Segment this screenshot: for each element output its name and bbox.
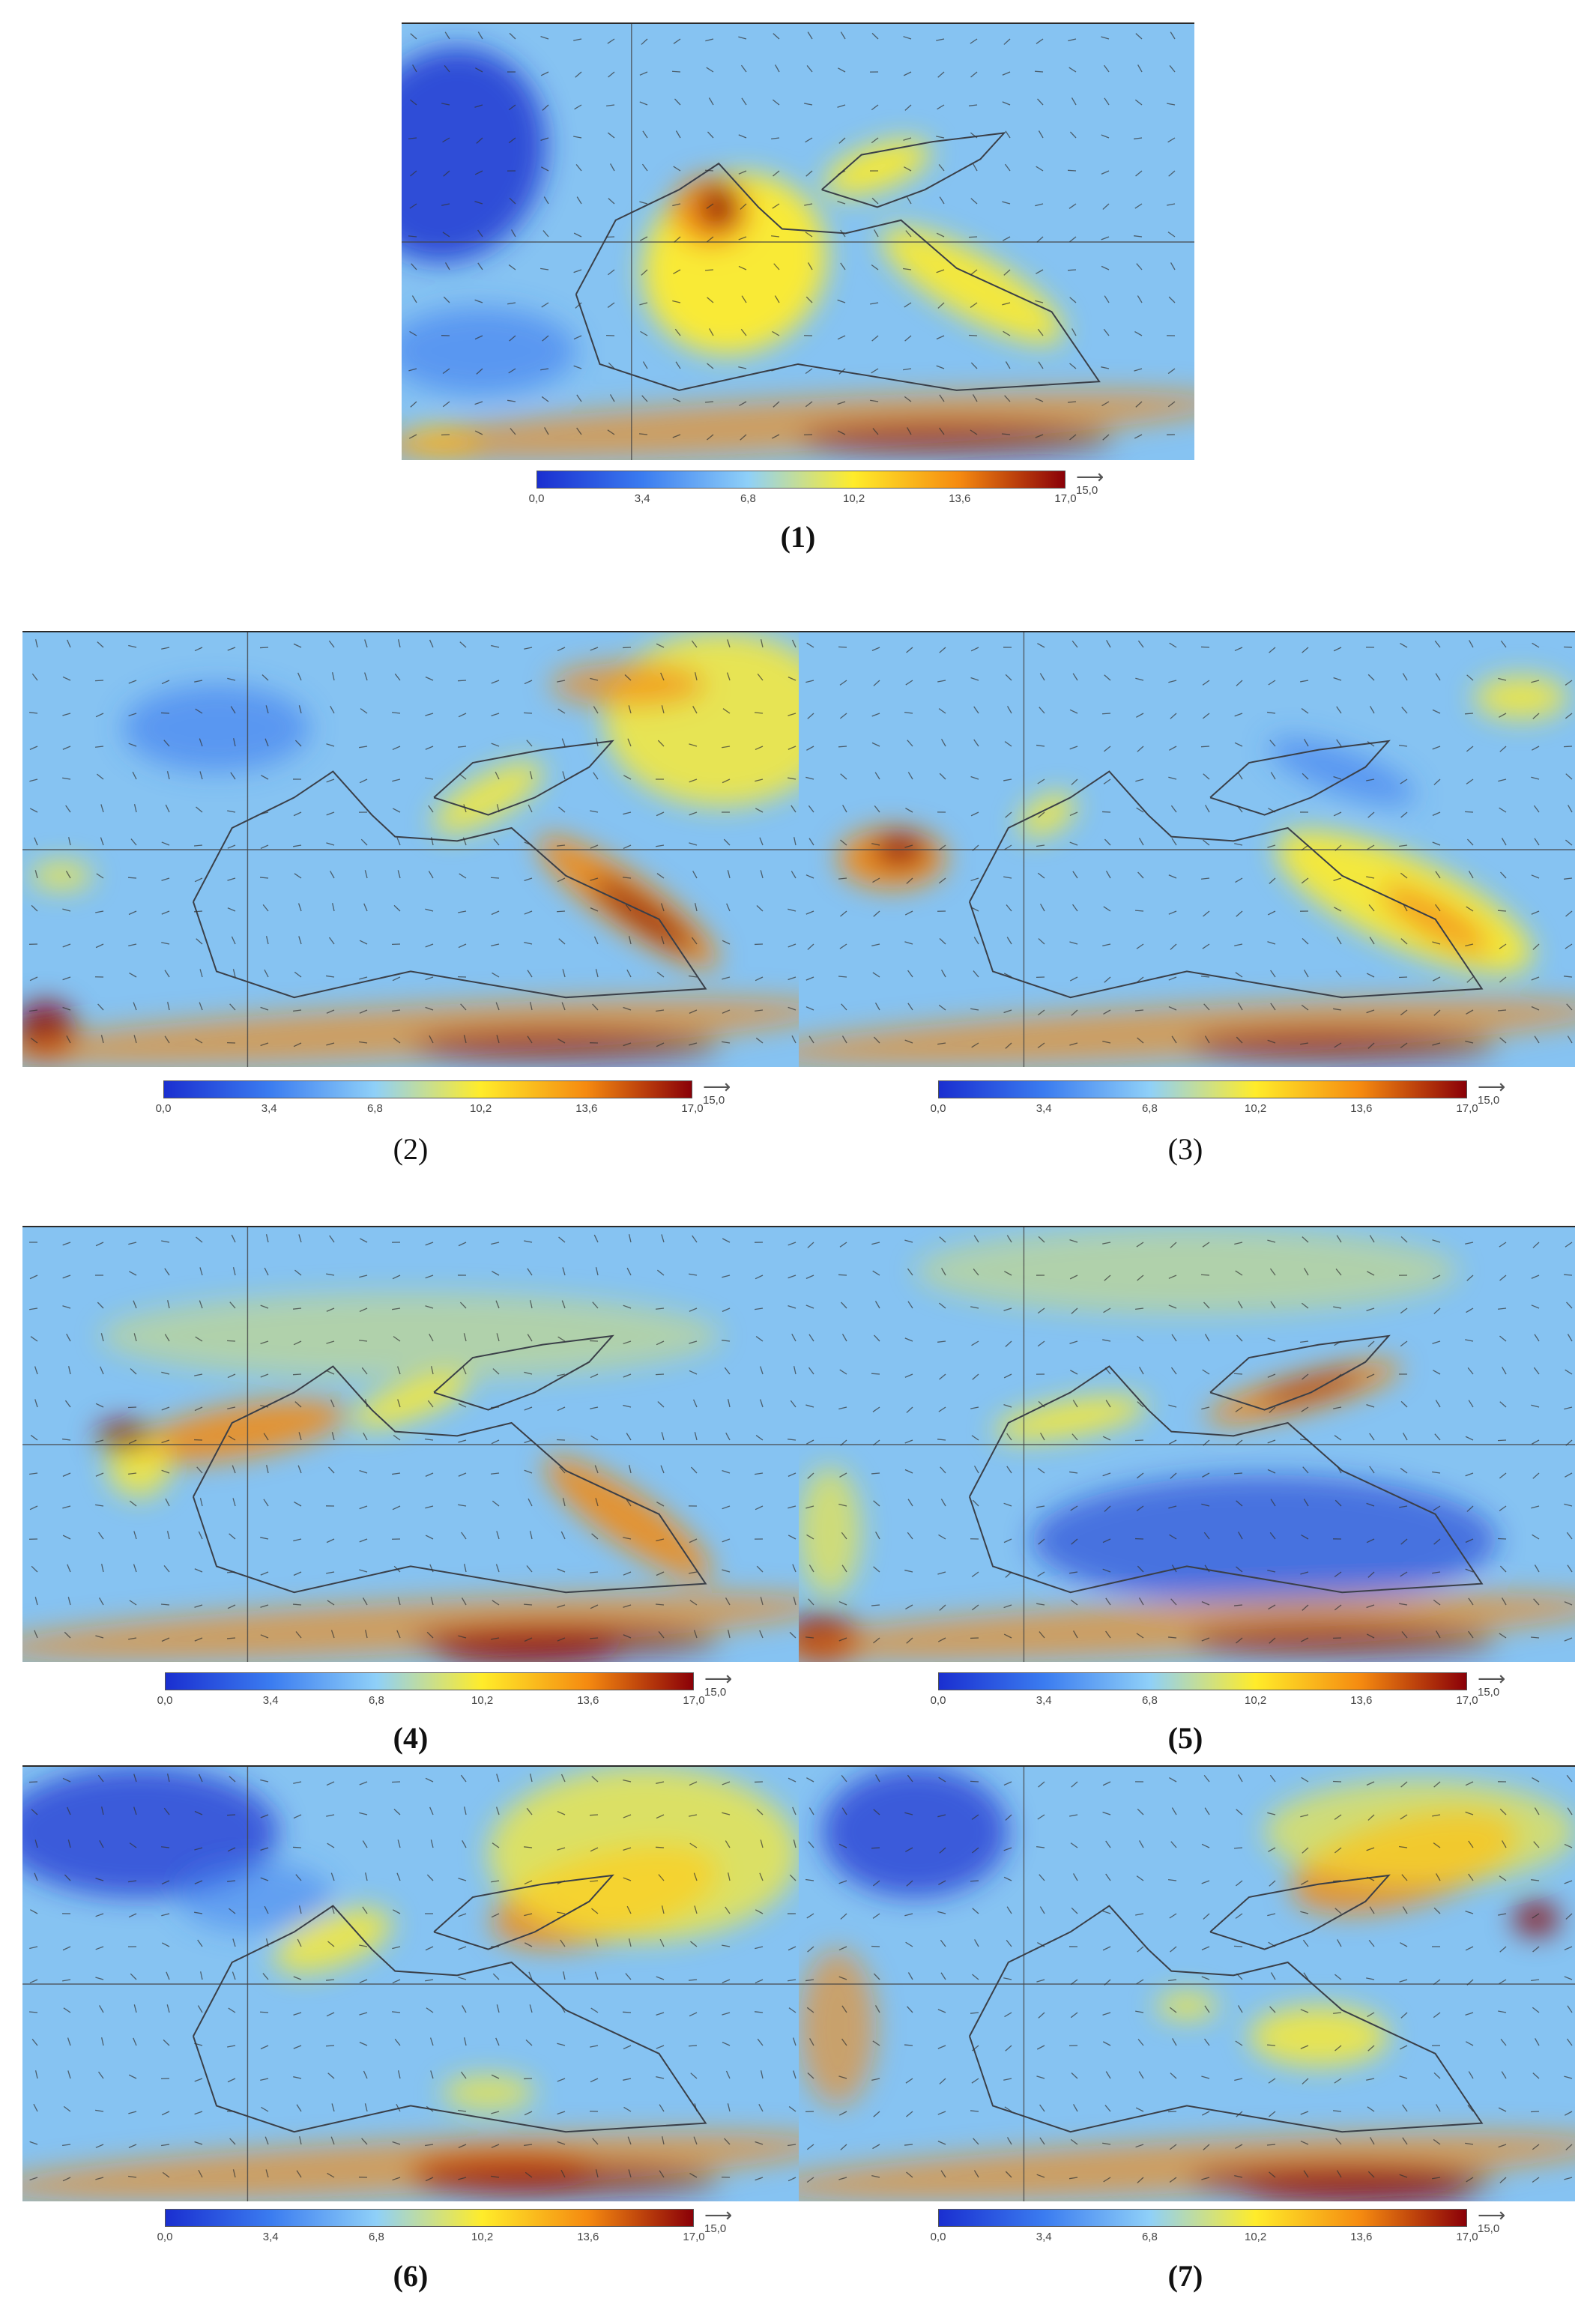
colorbar-tick-label: 13,6	[1350, 1102, 1373, 1115]
colorbar-tick-label: 13,6	[577, 2231, 599, 2243]
wind-speed-field	[22, 632, 799, 1067]
reference-arrow-key: ⟶ 15,0	[1478, 1075, 1506, 1107]
colorbar-gradient	[938, 1672, 1467, 1690]
reference-arrow-label: 15,0	[703, 1094, 725, 1107]
colorbar-gradient	[165, 1672, 694, 1690]
reference-arrow-icon: ⟶	[704, 1667, 733, 1690]
colorbar-tick-label: 17,0	[1456, 2231, 1478, 2243]
colorbar-gradient	[938, 2209, 1467, 2227]
colorbar-tick-label: 6,8	[368, 1694, 384, 1707]
colorbar-tick-label: 10,2	[1244, 1102, 1267, 1115]
colorbar-tick-label: 10,2	[1244, 1694, 1267, 1707]
reference-arrow-key: ⟶ 15,0	[704, 1667, 733, 1699]
wind-speed-field	[22, 1767, 799, 2201]
colorbar-6: 0,0 3,4 6,8 10,2 13,6 17,0 ⟶ 15,0	[157, 2205, 733, 2261]
wind-speed-field	[22, 1227, 799, 1662]
colorbar-tick-label: 0,0	[930, 1102, 946, 1115]
colorbar-tick-label: 17,0	[1456, 1694, 1478, 1707]
reference-arrow-label: 15,0	[704, 2222, 727, 2235]
wind-map-1	[402, 22, 1194, 460]
colorbar-gradient	[165, 2209, 694, 2227]
colorbar-tick-label: 0,0	[528, 492, 545, 505]
colorbar-tick-label: 3,4	[634, 492, 650, 505]
colorbar-tick-label: 3,4	[1036, 1694, 1052, 1707]
reference-arrow-key: ⟶ 15,0	[704, 2204, 733, 2235]
colorbar-4: 0,0 3,4 6,8 10,2 13,6 17,0 ⟶ 15,0	[157, 1669, 733, 1725]
panel-label-7: (7)	[1167, 2259, 1203, 2293]
panel-label-6: (6)	[393, 2259, 429, 2293]
colorbar-tick-label: 6,8	[366, 1102, 383, 1115]
colorbar-tick-label: 13,6	[949, 492, 971, 505]
reference-arrow-icon: ⟶	[1478, 1075, 1506, 1098]
reference-arrow-icon: ⟶	[1478, 1667, 1506, 1690]
reference-arrow-key: ⟶ 15,0	[1478, 1667, 1506, 1699]
reference-arrow-icon: ⟶	[704, 2204, 733, 2226]
reference-arrow-label: 15,0	[1478, 2222, 1500, 2235]
colorbar-tick-label: 6,8	[1141, 1102, 1158, 1115]
colorbar-tick-label: 10,2	[471, 2231, 494, 2243]
colorbar-tick-label: 0,0	[157, 2231, 173, 2243]
colorbar-tick-label: 3,4	[1036, 1102, 1052, 1115]
colorbar-tick-label: 0,0	[155, 1102, 172, 1115]
colorbar-tick-label: 17,0	[683, 2231, 705, 2243]
colorbar-tick-label: 13,6	[1350, 2231, 1373, 2243]
colorbar-tick-label: 10,2	[471, 1694, 494, 1707]
wind-map-2	[22, 631, 799, 1067]
colorbar-tick-label: 10,2	[842, 492, 865, 505]
wind-speed-field	[402, 24, 1194, 460]
reference-arrow-key: ⟶ 15,0	[1076, 465, 1104, 497]
reference-arrow-label: 15,0	[1076, 484, 1098, 497]
wind-speed-field	[799, 1767, 1575, 2201]
colorbar-1: 0,0 3,4 6,8 10,2 13,6 17,0 ⟶ 15,0	[529, 467, 1104, 523]
colorbar-tick-label: 3,4	[262, 1694, 279, 1707]
colorbar-tick-label: 13,6	[1350, 1694, 1373, 1707]
reference-arrow-label: 15,0	[1478, 1686, 1500, 1699]
colorbar-tick-label: 10,2	[469, 1102, 492, 1115]
colorbar-tick-label: 3,4	[261, 1102, 277, 1115]
colorbar-tick-label: 17,0	[681, 1102, 704, 1115]
colorbar-tick-label: 17,0	[1456, 1102, 1478, 1115]
wind-speed-field	[799, 632, 1575, 1067]
panel-label-3: (3)	[1167, 1132, 1203, 1166]
colorbar-tick-label: 13,6	[575, 1102, 598, 1115]
colorbar-tick-label: 17,0	[683, 1694, 705, 1707]
reference-arrow-label: 15,0	[704, 1686, 727, 1699]
wind-map-3	[799, 631, 1575, 1067]
panel-label-2: (2)	[393, 1132, 429, 1166]
colorbar-7: 0,0 3,4 6,8 10,2 13,6 17,0 ⟶ 15,0	[931, 2205, 1506, 2261]
colorbar-tick-label: 10,2	[1244, 2231, 1267, 2243]
wind-map-7	[799, 1765, 1575, 2201]
reference-arrow-key: ⟶ 15,0	[1478, 2204, 1506, 2235]
colorbar-5: 0,0 3,4 6,8 10,2 13,6 17,0 ⟶ 15,0	[931, 1669, 1506, 1725]
colorbar-tick-label: 6,8	[1141, 1694, 1158, 1707]
reference-arrow-icon: ⟶	[1478, 2204, 1506, 2226]
reference-arrow-icon: ⟶	[703, 1075, 731, 1098]
colorbar-gradient	[163, 1080, 692, 1098]
wind-map-6	[22, 1765, 799, 2201]
wind-map-5	[799, 1226, 1575, 1662]
colorbar-tick-label: 0,0	[157, 1694, 173, 1707]
colorbar-3: 0,0 3,4 6,8 10,2 13,6 17,0 ⟶ 15,0	[931, 1077, 1506, 1133]
colorbar-tick-label: 6,8	[1141, 2231, 1158, 2243]
panel-label-4: (4)	[393, 1721, 429, 1755]
colorbar-gradient	[536, 471, 1065, 489]
wind-speed-field	[799, 1227, 1575, 1662]
reference-arrow-icon: ⟶	[1076, 465, 1104, 488]
colorbar-gradient	[938, 1080, 1467, 1098]
panel-label-1: (1)	[780, 520, 816, 554]
colorbar-2: 0,0 3,4 6,8 10,2 13,6 17,0 ⟶ 15,0	[156, 1077, 731, 1133]
colorbar-tick-label: 0,0	[930, 2231, 946, 2243]
colorbar-tick-label: 3,4	[262, 2231, 279, 2243]
reference-arrow-key: ⟶ 15,0	[703, 1075, 731, 1107]
wind-map-4	[22, 1226, 799, 1662]
reference-arrow-label: 15,0	[1478, 1094, 1500, 1107]
colorbar-tick-label: 6,8	[740, 492, 756, 505]
panel-label-5: (5)	[1167, 1721, 1203, 1755]
colorbar-tick-label: 13,6	[577, 1694, 599, 1707]
colorbar-tick-label: 0,0	[930, 1694, 946, 1707]
colorbar-tick-label: 17,0	[1054, 492, 1077, 505]
colorbar-tick-label: 6,8	[368, 2231, 384, 2243]
colorbar-tick-label: 3,4	[1036, 2231, 1052, 2243]
